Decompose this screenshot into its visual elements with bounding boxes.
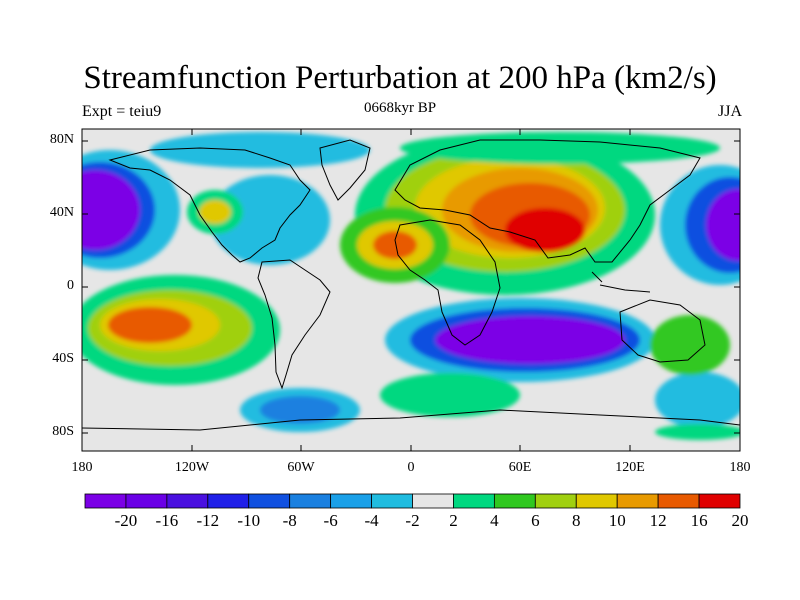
colorbar-label: -16 — [155, 511, 179, 530]
colorbar-label: 4 — [490, 511, 499, 530]
colorbar-label: -10 — [237, 511, 261, 530]
colorbar-label: 8 — [572, 511, 581, 530]
lon-label-120w: 120W — [174, 460, 210, 475]
spacific-high-core — [108, 307, 192, 343]
southern-high — [380, 373, 520, 417]
colorbar-swatch — [84, 493, 127, 509]
southern-low-2 — [655, 372, 740, 428]
plot-subtitle: 0668kyr BP — [363, 100, 437, 116]
lon-label-120e: 120E — [615, 460, 645, 475]
colorbar-label: -8 — [282, 511, 297, 530]
colorbar-swatch — [616, 493, 659, 509]
lon-label-180e: 180 — [729, 460, 751, 475]
sindian-low-core — [435, 316, 625, 364]
colorbar-swatch — [493, 493, 536, 509]
southern-low-1-core — [260, 396, 340, 424]
lon-label-60e: 60E — [508, 460, 532, 475]
colorbar-swatch — [412, 493, 454, 509]
season-label: JJA — [717, 103, 742, 120]
colorbar-swatch — [534, 493, 577, 509]
colorbar-swatch — [453, 493, 495, 509]
colorbar-swatch — [371, 493, 413, 509]
lat-label-40s: 40S — [52, 351, 74, 366]
colorbar-label: 2 — [449, 511, 458, 530]
lat-label-80s: 80S — [52, 424, 74, 439]
colorbar-label: 10 — [608, 511, 626, 530]
wpacific-low-core — [706, 189, 740, 261]
colorbar-label: -6 — [323, 511, 338, 530]
colorbar — [84, 493, 741, 509]
colorbar-swatch — [125, 493, 168, 509]
colorbar-swatch — [166, 493, 209, 509]
lon-label-0: 0 — [407, 460, 415, 475]
colorbar-swatch — [330, 493, 372, 509]
colorbar-label: 16 — [690, 511, 708, 530]
lat-label-40n: 40N — [49, 205, 74, 220]
antarctic-high — [655, 424, 740, 440]
eurasia-high-core — [505, 208, 585, 252]
colorbar-swatch — [575, 493, 618, 509]
axis-ticks — [81, 129, 741, 451]
npacific-low-core — [82, 170, 140, 250]
experiment-label: Expt = teiu9 — [82, 103, 162, 120]
colorbar-label: -12 — [196, 511, 220, 530]
colorbar-label: 20 — [731, 511, 749, 530]
namerica-small-high-core — [199, 200, 231, 224]
colorbar-label: -4 — [364, 511, 379, 530]
colorbar-swatch — [248, 493, 291, 509]
contour-field — [82, 129, 740, 451]
colorbar-swatch — [698, 493, 741, 509]
arctic-low-band — [150, 132, 370, 168]
lat-label-eq: 0 — [67, 278, 74, 293]
southern-high-2 — [650, 315, 730, 375]
lat-label-80n: 80N — [49, 132, 74, 147]
plot-title: Streamfunction Perturbation at 200 hPa (… — [83, 60, 717, 96]
atlantic-high-core — [373, 231, 417, 259]
colorbar-label: 6 — [531, 511, 540, 530]
colorbar-swatch — [657, 493, 700, 509]
colorbar-swatch — [289, 493, 332, 509]
colorbar-label: -20 — [114, 511, 138, 530]
colorbar-label: -2 — [405, 511, 420, 530]
lon-label-60w: 60W — [287, 460, 315, 475]
colorbar-label: 12 — [649, 511, 667, 530]
coastlines — [82, 139, 740, 431]
colorbar-swatch — [207, 493, 250, 509]
lon-label-180w: 180 — [71, 460, 93, 475]
namerica-low — [210, 175, 330, 265]
